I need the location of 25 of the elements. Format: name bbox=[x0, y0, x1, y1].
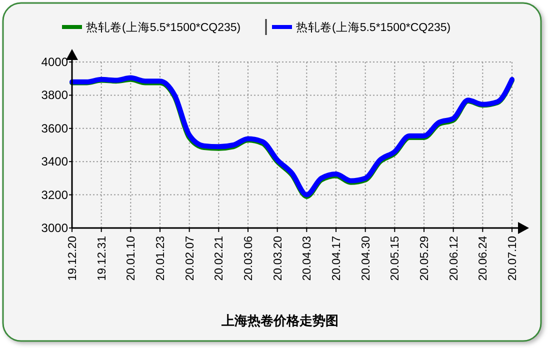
x-tick-label: 20.06.12 bbox=[448, 236, 460, 281]
y-tick-label: 3000 bbox=[41, 221, 68, 235]
text: 上海热卷价格走势图 bbox=[220, 313, 338, 328]
x-tick-label: 20.06.24 bbox=[478, 235, 490, 281]
y-tick-label: 4000 bbox=[41, 55, 68, 69]
legend-label: 热轧卷(上海5.5*1500*CQ235) bbox=[296, 21, 451, 34]
x-tick-label: 20.07.10 bbox=[507, 236, 519, 281]
x-tick-label: 20.02.21 bbox=[214, 236, 226, 281]
legend-label: 热轧卷(上海5.5*1500*CQ235) bbox=[86, 21, 241, 34]
x-tick-label: 20.01.10 bbox=[126, 236, 138, 281]
x-tick-label: 20.04.03 bbox=[302, 236, 314, 281]
y-tick-label: 3400 bbox=[41, 154, 68, 169]
x-tick-label: 20.01.23 bbox=[155, 236, 167, 281]
x-tick-label: 20.03.20 bbox=[272, 236, 284, 281]
x-tick-label: 20.05.15 bbox=[390, 236, 402, 281]
x-tick-label: 20.05.29 bbox=[419, 236, 431, 281]
x-tick-label: 19.12.31 bbox=[96, 236, 108, 281]
x-tick-label: 20.04.17 bbox=[331, 236, 343, 281]
y-tick-label: 3600 bbox=[41, 121, 68, 136]
x-tick-label: 20.04.30 bbox=[360, 236, 372, 281]
x-tick-label: 19.12.20 bbox=[67, 236, 79, 281]
y-tick-label: 3200 bbox=[41, 188, 68, 202]
x-tick-label: 20.02.07 bbox=[184, 236, 196, 281]
x-tick-label: 20.03.06 bbox=[243, 236, 255, 281]
y-tick-label: 3800 bbox=[41, 88, 68, 102]
